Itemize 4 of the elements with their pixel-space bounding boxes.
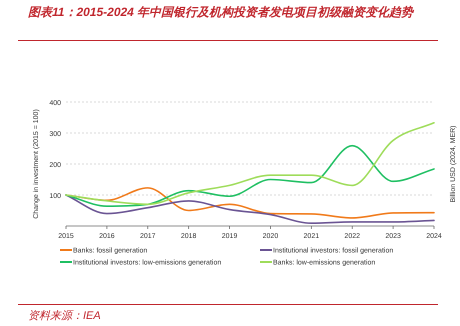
line-series xyxy=(65,122,435,206)
line-series xyxy=(65,144,435,207)
chart-title: 图表11：2015-2024 年中国银行及机构投资者发电项目初级融资变化趋势 xyxy=(28,4,416,20)
text: 资料来源：IEA xyxy=(28,309,101,323)
